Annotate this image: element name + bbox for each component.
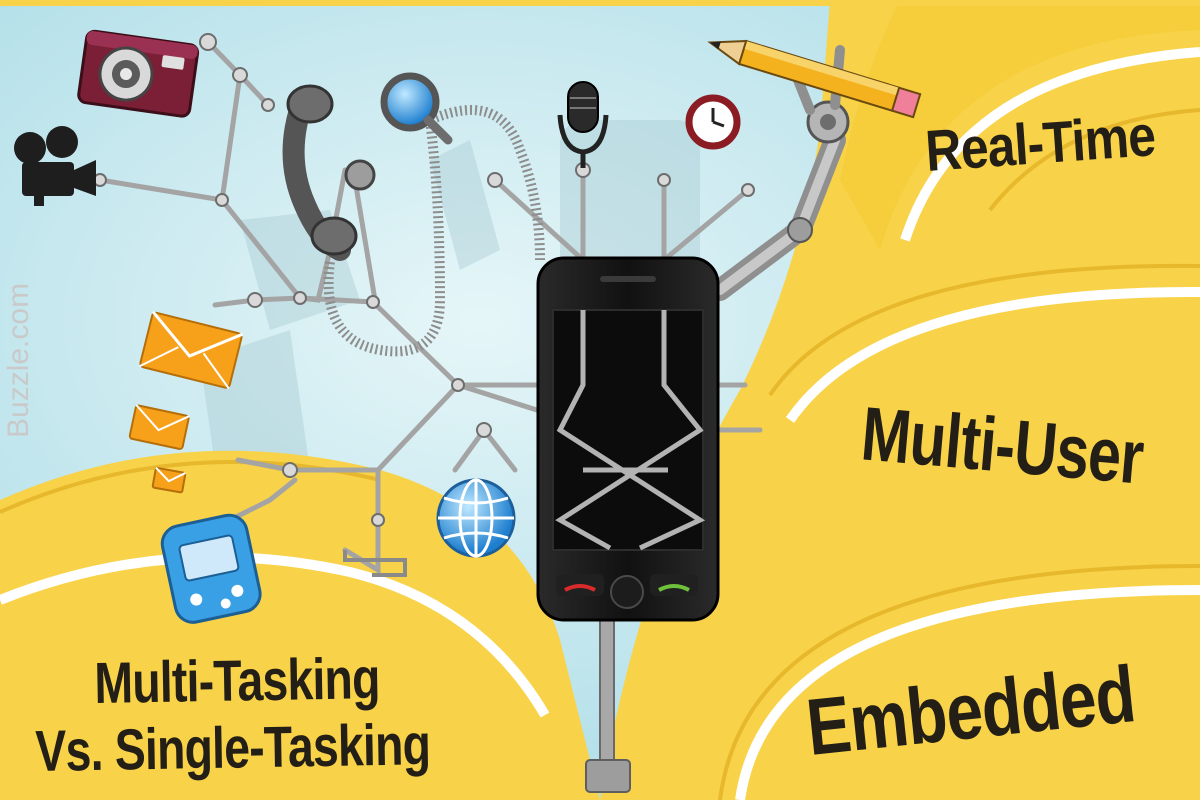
multi-tasking-label-line1: Multi-Tasking [93, 646, 381, 717]
magnifier-icon [380, 72, 453, 145]
robotic-arm [709, 45, 850, 301]
clock-icon [685, 94, 741, 150]
globe-icon [436, 478, 516, 558]
camera-icon [77, 29, 200, 118]
watermark: Buzzle.com [2, 282, 35, 438]
microphone-icon [557, 81, 609, 168]
video-camera-icon [14, 126, 96, 206]
yellow-wave-middle-right [760, 261, 1200, 560]
pencil-icon [707, 39, 922, 119]
yellow-wave-bottom-right [710, 560, 1200, 800]
envelope-icon [128, 310, 243, 494]
game-console-icon [160, 513, 262, 624]
multi-tasking-label-line2: Vs. Single-Tasking [34, 712, 431, 785]
telephone-handset-icon [282, 84, 376, 261]
